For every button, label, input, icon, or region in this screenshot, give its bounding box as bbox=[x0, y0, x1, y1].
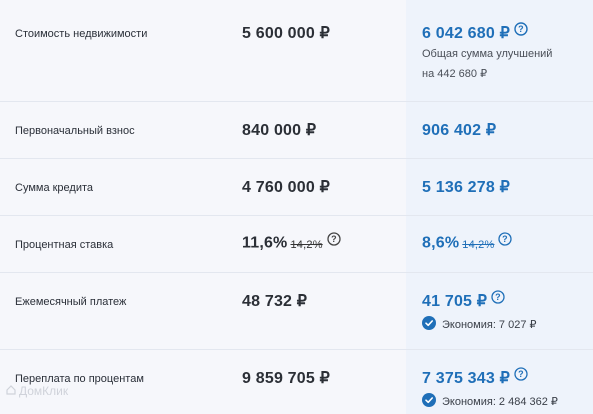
improved-old-interest-rate: 14,2% bbox=[462, 238, 495, 251]
improved-loan-amount: 5 136 278 ₽ bbox=[422, 179, 511, 196]
svg-text:?: ? bbox=[518, 369, 524, 379]
watermark-text: ДомКлик bbox=[19, 384, 69, 398]
row-label-down-payment: Первоначальный взнос bbox=[15, 125, 135, 137]
row-divider bbox=[0, 272, 593, 273]
svg-text:?: ? bbox=[503, 234, 509, 244]
improved-column-background bbox=[406, 0, 593, 414]
question-icon[interactable]: ? bbox=[498, 232, 513, 251]
question-icon[interactable]: ? bbox=[514, 367, 528, 386]
current-interest-rate: 11,6% 14,2%? bbox=[242, 232, 341, 253]
svg-text:?: ? bbox=[495, 292, 501, 302]
svg-text:?: ? bbox=[331, 234, 337, 244]
improvements-note-line1: Общая сумма улучшений bbox=[422, 48, 553, 60]
monthly-payment-economy-text: Экономия: 7 027 ₽ bbox=[442, 319, 537, 331]
svg-text:?: ? bbox=[518, 24, 524, 34]
improved-interest-rate-value: 8,6% bbox=[422, 234, 460, 252]
row-label-loan-amount: Сумма кредита bbox=[15, 182, 94, 194]
row-label-monthly-payment: Ежемесячный платеж bbox=[15, 296, 127, 308]
question-icon[interactable]: ? bbox=[491, 290, 505, 309]
improved-interest-overpayment: 7 375 343 ₽? bbox=[422, 367, 528, 388]
improved-down-payment: 906 402 ₽ bbox=[422, 122, 497, 139]
watermark-logo-icon bbox=[6, 384, 16, 398]
improved-monthly-payment-value: 41 705 ₽ bbox=[422, 293, 488, 310]
current-down-payment: 840 000 ₽ bbox=[242, 122, 317, 139]
current-monthly-payment: 48 732 ₽ bbox=[242, 293, 308, 310]
old-interest-rate: 14,2% bbox=[290, 238, 323, 251]
improved-interest-rate: 8,6% 14,2%? bbox=[422, 232, 513, 253]
current-interest-rate-value: 11,6% bbox=[242, 234, 288, 252]
current-property-cost: 5 600 000 ₽ bbox=[242, 25, 331, 42]
improved-interest-overpayment-value: 7 375 343 ₽ bbox=[422, 370, 511, 387]
row-label-interest-overpayment: Переплата по процентам bbox=[15, 373, 144, 385]
check-circle-icon bbox=[422, 393, 436, 410]
check-circle-icon bbox=[422, 316, 436, 333]
current-loan-amount: 4 760 000 ₽ bbox=[242, 179, 331, 196]
improved-property-cost: 6 042 680 ₽? bbox=[422, 22, 528, 43]
monthly-payment-economy: Экономия: 7 027 ₽ bbox=[422, 316, 537, 333]
improved-monthly-payment: 41 705 ₽? bbox=[422, 290, 505, 311]
row-divider bbox=[0, 215, 593, 216]
interest-overpayment-economy-text: Экономия: 2 484 362 ₽ bbox=[442, 396, 558, 408]
improved-property-cost-value: 6 042 680 ₽ bbox=[422, 25, 511, 42]
interest-overpayment-economy: Экономия: 2 484 362 ₽ bbox=[422, 393, 558, 410]
row-divider bbox=[0, 349, 593, 350]
watermark: ДомКлик bbox=[6, 384, 68, 398]
row-divider bbox=[0, 101, 593, 102]
improvements-note-line2: на 442 680 ₽ bbox=[422, 68, 488, 80]
row-label-interest-rate: Процентная ставка bbox=[15, 239, 114, 251]
row-divider bbox=[0, 158, 593, 159]
current-interest-overpayment: 9 859 705 ₽ bbox=[242, 370, 331, 387]
question-icon[interactable]: ? bbox=[327, 232, 341, 251]
question-icon[interactable]: ? bbox=[514, 22, 528, 41]
row-label-property-cost: Стоимость недвижимости bbox=[15, 28, 148, 40]
